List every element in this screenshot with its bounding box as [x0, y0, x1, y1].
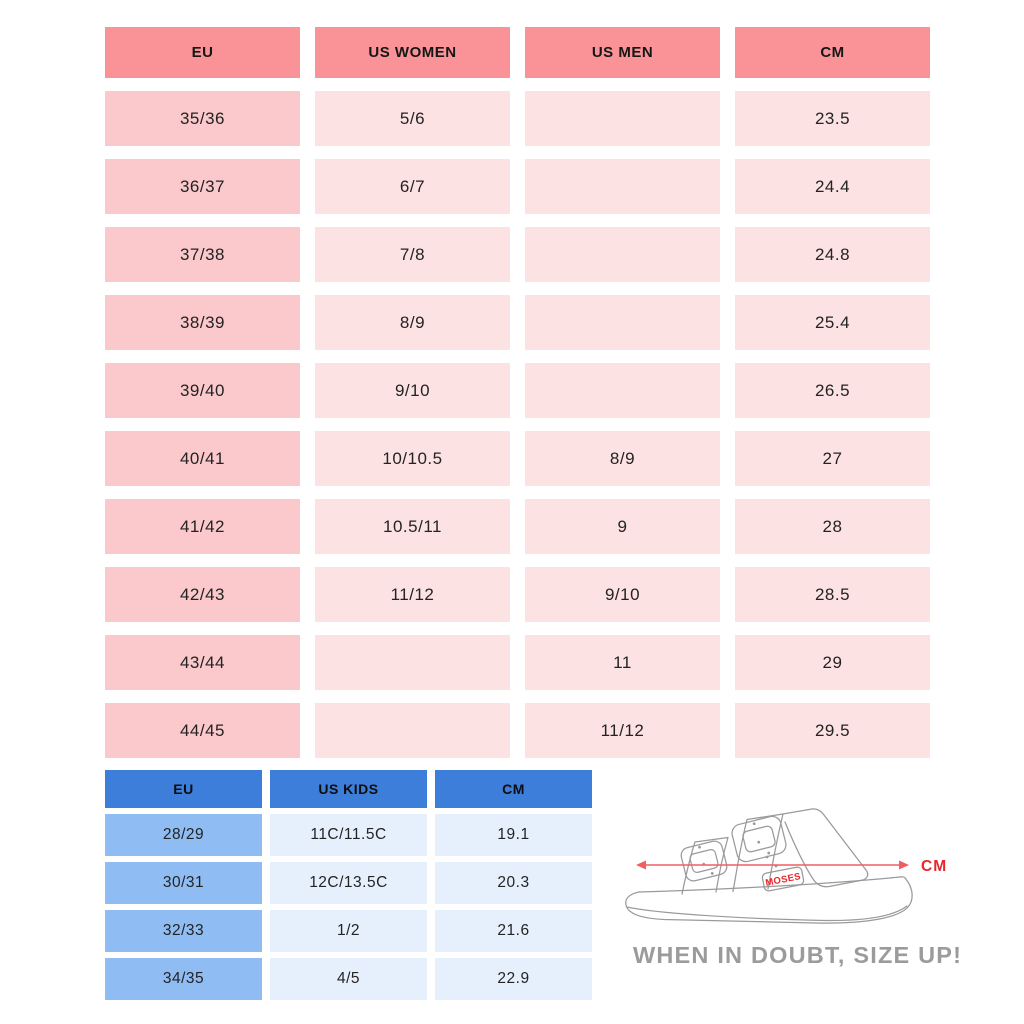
kids-table-cell-r2-c2: 21.6	[435, 910, 592, 952]
kids-table-header-0: EU	[105, 770, 262, 808]
adult-table-cell-r7-c2: 9/10	[525, 567, 720, 622]
adult-table-cell-r6-c1: 10.5/11	[315, 499, 510, 554]
adult-table-cell-r4-c0: 39/40	[105, 363, 300, 418]
adult-table-cell-r8-c3: 29	[735, 635, 930, 690]
kids-table-cell-r2-c0: 32/33	[105, 910, 262, 952]
adult-table-cell-r8-c1	[315, 635, 510, 690]
adult-table-cell-r9-c1	[315, 703, 510, 758]
kids-table-cell-r3-c0: 34/35	[105, 958, 262, 1000]
adult-table-cell-r0-c0: 35/36	[105, 91, 300, 146]
adult-table-cell-r7-c3: 28.5	[735, 567, 930, 622]
adult-table-cell-r5-c3: 27	[735, 431, 930, 486]
kids-table-cell-r0-c0: 28/29	[105, 814, 262, 856]
front-buckle-icon	[680, 840, 728, 882]
kids-table-header-2: CM	[435, 770, 592, 808]
adult-table-cell-r2-c3: 24.8	[735, 227, 930, 282]
measure-arrow-icon	[636, 860, 909, 870]
kids-table-header-1: US KIDS	[270, 770, 427, 808]
adult-table-cell-r1-c0: 36/37	[105, 159, 300, 214]
adult-table-cell-r9-c2: 11/12	[525, 703, 720, 758]
kids-table-cell-r0-c1: 11C/11.5C	[270, 814, 427, 856]
adult-table-cell-r0-c3: 23.5	[735, 91, 930, 146]
kids-size-table: EU US KIDS CM 28/29 11C/11.5C 19.1 30/31 12C/13…	[105, 770, 592, 1000]
kids-table-cell-r1-c2: 20.3	[435, 862, 592, 904]
adult-table-cell-r2-c0: 37/38	[105, 227, 300, 282]
middle-buckle-icon	[731, 815, 787, 863]
adult-table-cell-r3-c1: 8/9	[315, 295, 510, 350]
adult-table-cell-r1-c3: 24.4	[735, 159, 930, 214]
size-up-caption: WHEN IN DOUBT, SIZE UP!	[633, 942, 963, 968]
adult-table-cell-r1-c2	[525, 159, 720, 214]
adult-table-cell-r7-c0: 42/43	[105, 567, 300, 622]
adult-table-header-1: US WOMEN	[315, 27, 510, 78]
adult-table-cell-r7-c1: 11/12	[315, 567, 510, 622]
kids-table-cell-r1-c1: 12C/13.5C	[270, 862, 427, 904]
kids-table-cell-r3-c2: 22.9	[435, 958, 592, 1000]
kids-table-cell-r0-c2: 19.1	[435, 814, 592, 856]
kids-table-cell-r3-c1: 4/5	[270, 958, 427, 1000]
sandal-straps	[680, 808, 869, 895]
cm-measure-label: CM	[921, 858, 947, 875]
adult-table-cell-r9-c3: 29.5	[735, 703, 930, 758]
adult-table-header-2: US MEN	[525, 27, 720, 78]
adult-table-cell-r6-c3: 28	[735, 499, 930, 554]
adult-table-cell-r6-c0: 41/42	[105, 499, 300, 554]
adult-table-header-0: EU	[105, 27, 300, 78]
adult-table-cell-r3-c0: 38/39	[105, 295, 300, 350]
adult-table-cell-r5-c1: 10/10.5	[315, 431, 510, 486]
adult-size-table: EU US WOMEN US MEN CM 35/36 5/6 23.5 36/37 6/7 24…	[105, 27, 930, 758]
adult-table-cell-r4-c1: 9/10	[315, 363, 510, 418]
adult-table-cell-r9-c0: 44/45	[105, 703, 300, 758]
adult-table-cell-r4-c2	[525, 363, 720, 418]
kids-table-cell-r2-c1: 1/2	[270, 910, 427, 952]
adult-table-cell-r2-c1: 7/8	[315, 227, 510, 282]
sandal-illustration: MOSES CM	[625, 808, 947, 924]
adult-table-header-3: CM	[735, 27, 930, 78]
adult-table-cell-r6-c2: 9	[525, 499, 720, 554]
adult-table-cell-r0-c2	[525, 91, 720, 146]
adult-table-cell-r1-c1: 6/7	[315, 159, 510, 214]
adult-table-cell-r4-c3: 26.5	[735, 363, 930, 418]
adult-table-cell-r3-c3: 25.4	[735, 295, 930, 350]
adult-table-cell-r3-c2	[525, 295, 720, 350]
adult-table-cell-r8-c0: 43/44	[105, 635, 300, 690]
kids-table-cell-r1-c0: 30/31	[105, 862, 262, 904]
adult-table-cell-r0-c1: 5/6	[315, 91, 510, 146]
adult-table-cell-r5-c2: 8/9	[525, 431, 720, 486]
adult-table-cell-r8-c2: 11	[525, 635, 720, 690]
adult-table-cell-r5-c0: 40/41	[105, 431, 300, 486]
adult-table-cell-r2-c2	[525, 227, 720, 282]
brand-logo: MOSES	[761, 866, 805, 892]
